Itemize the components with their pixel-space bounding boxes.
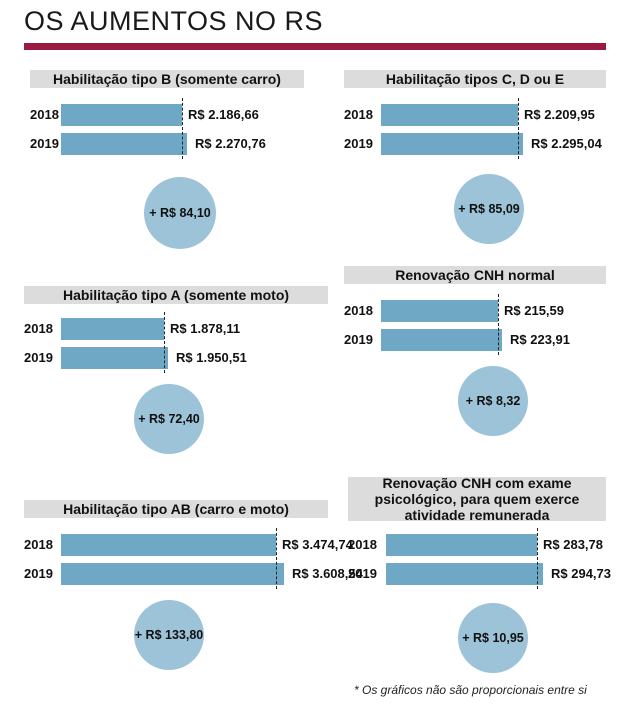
year-label: 2019: [24, 350, 53, 365]
footnote: * Os gráficos não são proporcionais entr…: [354, 683, 587, 697]
chart-title: Habilitação tipo B (somente carro): [30, 70, 304, 88]
year-label: 2019: [348, 566, 377, 581]
bar: [61, 347, 168, 369]
reference-line: [518, 98, 519, 159]
increase-badge: + R$ 8,32: [458, 366, 528, 436]
year-label: 2018: [24, 537, 53, 552]
value-label: R$ 2.186,66: [188, 107, 259, 122]
page-title: OS AUMENTOS NO RS: [24, 6, 324, 36]
bar: [61, 534, 276, 556]
reference-line: [498, 294, 499, 355]
chart-panel: Habilitação tipo B (somente carro) 2018 R$…: [30, 70, 304, 290]
reference-line: [537, 528, 538, 589]
value-label: R$ 2.209,95: [524, 107, 595, 122]
year-label: 2018: [344, 107, 373, 122]
bar: [381, 329, 502, 351]
value-label: R$ 1.878,11: [170, 321, 241, 336]
chart-panel: Habilitação tipo AB (carro e moto) 2018 R$…: [24, 500, 363, 720]
chart-title: Renovação CNH normal: [344, 266, 606, 284]
bar: [381, 133, 523, 155]
reference-line: [276, 528, 277, 589]
value-label: R$ 223,91: [510, 332, 570, 347]
bar: [386, 563, 543, 585]
reference-line: [164, 312, 165, 373]
chart-title: Habilitação tipos C, D ou E: [344, 70, 606, 88]
bar: [61, 133, 187, 155]
year-label: 2018: [24, 321, 53, 336]
year-label: 2019: [30, 136, 59, 151]
reference-line: [182, 98, 183, 159]
value-label: R$ 215,59: [504, 303, 564, 318]
year-label: 2019: [344, 136, 373, 151]
value-label: R$ 3.608,54: [292, 566, 363, 581]
bar: [381, 104, 518, 126]
year-label: 2018: [344, 303, 373, 318]
value-label: R$ 1.950,51: [176, 350, 247, 365]
value-label: R$ 2.270,76: [195, 136, 266, 151]
year-label: 2019: [344, 332, 373, 347]
chart-title: Renovação CNH com exame psicológico, par…: [348, 475, 606, 523]
bar: [386, 534, 537, 556]
chart-panel: Habilitação tipos C, D ou E 2018 R$ 2.209,…: [344, 70, 606, 290]
bar: [61, 318, 164, 340]
increase-badge: + R$ 10,95: [458, 603, 528, 673]
value-label: R$ 294,73: [551, 566, 611, 581]
chart-panel: Renovação CNH normal 2018 R$ 215,59 2019 R$ …: [344, 266, 606, 486]
bar: [61, 104, 182, 126]
value-label: R$ 283,78: [543, 537, 603, 552]
chart-panel: Renovação CNH com exame psicológico, par…: [348, 475, 611, 697]
year-label: 2018: [348, 537, 377, 552]
chart-panel: Habilitação tipo A (somente moto) 2018 R$ …: [24, 286, 328, 506]
increase-badge: + R$ 85,09: [454, 174, 524, 244]
value-label: R$ 3.474,74: [282, 537, 353, 552]
title-rule: [24, 43, 606, 50]
increase-badge: + R$ 133,80: [134, 600, 204, 670]
chart-title: Habilitação tipo A (somente moto): [24, 286, 328, 304]
chart-title: Habilitação tipo AB (carro e moto): [24, 500, 328, 518]
year-label: 2019: [24, 566, 53, 581]
increase-badge: + R$ 72,40: [134, 384, 204, 454]
bar: [381, 300, 498, 322]
year-label: 2018: [30, 107, 59, 122]
value-label: R$ 2.295,04: [531, 136, 602, 151]
bar: [61, 563, 284, 585]
increase-badge: + R$ 84,10: [144, 177, 216, 249]
